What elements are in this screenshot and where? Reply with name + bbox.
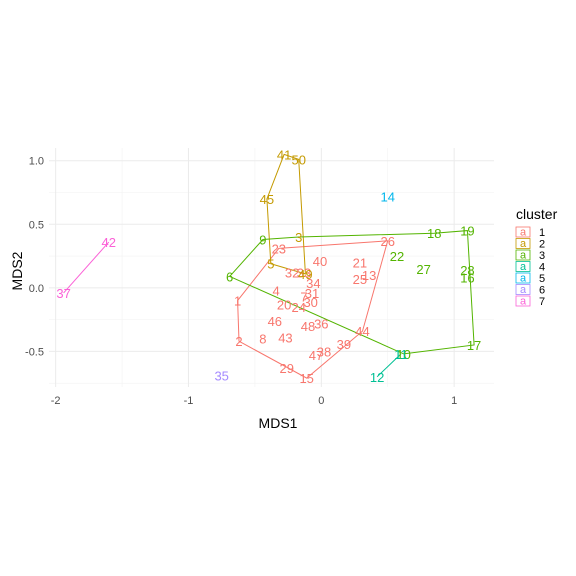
point-label-33: 33 bbox=[297, 266, 311, 281]
point-label-4: 4 bbox=[273, 283, 280, 298]
legend-key-7 bbox=[515, 295, 531, 307]
point-label-12: 12 bbox=[370, 370, 384, 385]
legend-key-glyph: a bbox=[520, 273, 527, 285]
point-label-43: 43 bbox=[278, 330, 292, 345]
cluster-4-hull bbox=[376, 353, 402, 378]
point-label-15: 15 bbox=[299, 371, 313, 386]
cluster-hulls bbox=[63, 153, 475, 379]
y-tick-label: 1.0 bbox=[29, 156, 44, 168]
legend-key-4 bbox=[515, 261, 531, 272]
point-label-48: 48 bbox=[301, 319, 315, 334]
y-tick-label: 0.0 bbox=[29, 283, 44, 295]
point-label-30: 30 bbox=[303, 295, 317, 310]
point-label-44: 44 bbox=[355, 324, 369, 339]
point-label-47: 47 bbox=[309, 348, 323, 363]
point-label-14: 14 bbox=[380, 189, 394, 204]
legend-label-7: 7 bbox=[539, 296, 545, 308]
cluster-1-hull bbox=[237, 240, 389, 379]
point-label-18: 18 bbox=[427, 226, 441, 241]
legend-title: cluster bbox=[516, 206, 558, 222]
legend-key-glyph: a bbox=[520, 227, 527, 239]
point-label-39: 39 bbox=[337, 337, 351, 352]
point-label-32: 32 bbox=[285, 266, 299, 281]
legend-key-glyph: a bbox=[520, 284, 527, 296]
legend-label-2: 2 bbox=[539, 239, 545, 251]
legend-key-3 bbox=[515, 249, 531, 261]
point-label-19: 19 bbox=[460, 224, 474, 239]
point-label-9: 9 bbox=[259, 233, 266, 248]
legend-label-3: 3 bbox=[539, 250, 545, 262]
cluster-7-hull bbox=[63, 241, 110, 294]
legend-key-glyph: a bbox=[520, 238, 527, 250]
point-label-13: 13 bbox=[362, 268, 376, 283]
point-label-10: 10 bbox=[396, 347, 410, 362]
x-tick-label: -2 bbox=[51, 395, 61, 407]
point-label-23: 23 bbox=[272, 241, 286, 256]
legend: cluster a 1a 2a 3a 4a 5a 6a 7 bbox=[515, 206, 558, 308]
point-label-27: 27 bbox=[416, 262, 430, 277]
legend-key-glyph: a bbox=[520, 250, 527, 262]
point-label-22: 22 bbox=[390, 249, 404, 264]
point-label-49: 49 bbox=[298, 267, 312, 282]
legend-label-1: 1 bbox=[539, 227, 545, 239]
point-label-16: 16 bbox=[460, 271, 474, 286]
point-label-37: 37 bbox=[56, 286, 70, 301]
plot-panel bbox=[49, 148, 494, 387]
point-label-41: 41 bbox=[277, 147, 291, 162]
point-label-7: 7 bbox=[300, 290, 307, 305]
point-label-21: 21 bbox=[353, 255, 367, 270]
point-labels: 124 7813152021232425262930313233343638394… bbox=[56, 147, 481, 386]
point-label-28: 28 bbox=[460, 263, 474, 278]
legend-label-5: 5 bbox=[539, 273, 545, 285]
point-label-36: 36 bbox=[314, 316, 328, 331]
legend-key-glyph: a bbox=[520, 296, 527, 308]
point-label-20: 20 bbox=[277, 297, 291, 312]
legend-key-5 bbox=[515, 272, 531, 284]
point-label-50: 50 bbox=[291, 152, 305, 167]
cluster-2-hull bbox=[266, 153, 306, 275]
point-label-35: 35 bbox=[214, 369, 228, 384]
point-label-11: 11 bbox=[394, 347, 408, 362]
point-label-31: 31 bbox=[305, 286, 319, 301]
point-label-38: 38 bbox=[317, 344, 331, 359]
y-axis-ticks: -0.5 0.0 0.5 1.0 bbox=[25, 156, 44, 359]
y-tick-label: 0.5 bbox=[29, 219, 44, 231]
point-label-42: 42 bbox=[102, 235, 116, 250]
point-label-1: 1 bbox=[234, 294, 241, 309]
y-axis-title: MDS2 bbox=[9, 251, 25, 290]
point-label-3: 3 bbox=[295, 230, 302, 245]
x-tick-label: -1 bbox=[184, 395, 194, 407]
point-label-40: 40 bbox=[313, 254, 327, 269]
y-tick-label: -0.5 bbox=[25, 346, 44, 358]
legend-key-glyph: a bbox=[520, 261, 527, 273]
x-tick-label: 1 bbox=[451, 395, 457, 407]
point-label-25: 25 bbox=[353, 272, 367, 287]
point-label-29: 29 bbox=[280, 361, 294, 376]
legend-label-4: 4 bbox=[539, 262, 545, 274]
legend-key-6 bbox=[515, 284, 531, 295]
point-label-6: 6 bbox=[226, 269, 233, 284]
legend-key-1 bbox=[515, 226, 531, 238]
x-tick-label: 0 bbox=[318, 395, 324, 407]
point-label-24: 24 bbox=[291, 300, 305, 315]
point-label-34: 34 bbox=[306, 276, 320, 291]
cluster-3-hull bbox=[228, 230, 475, 355]
x-axis-title: MDS1 bbox=[259, 415, 298, 431]
point-label-17: 17 bbox=[467, 338, 481, 353]
point-label-8: 8 bbox=[259, 332, 266, 347]
point-label-46: 46 bbox=[268, 314, 282, 329]
point-label-5: 5 bbox=[267, 257, 274, 272]
point-label-45: 45 bbox=[260, 192, 274, 207]
x-axis-ticks: -2 -1 0 1 bbox=[51, 395, 457, 407]
legend-key-2 bbox=[515, 238, 531, 249]
point-label-26: 26 bbox=[380, 234, 394, 249]
point-label-2: 2 bbox=[235, 334, 242, 349]
legend-label-6: 6 bbox=[539, 285, 545, 297]
